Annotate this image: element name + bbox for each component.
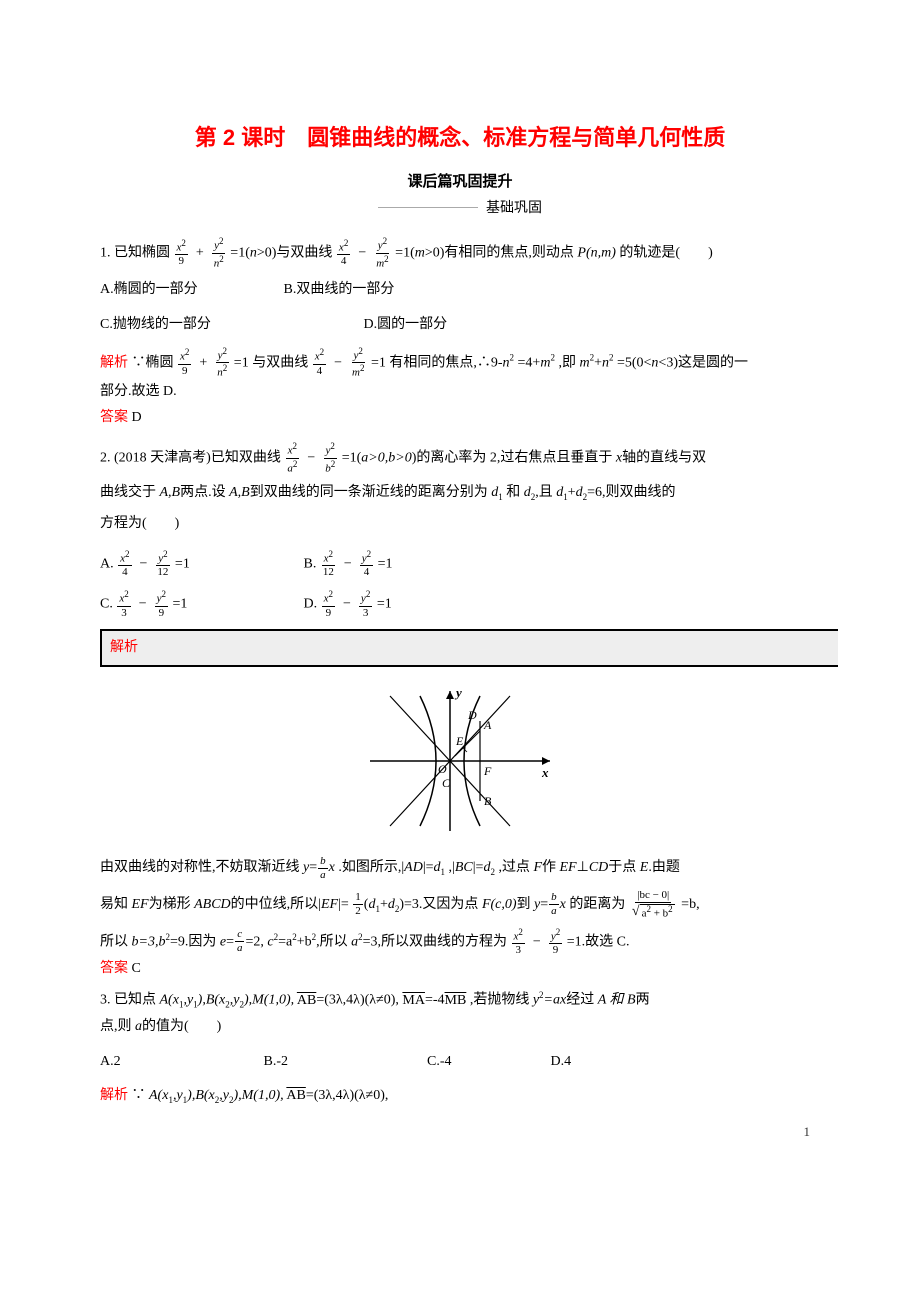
text: =5(0< xyxy=(617,355,651,370)
q2-opt-d: D. x29 − y23 =1 xyxy=(304,590,392,619)
answer-label: 答案 xyxy=(100,961,128,976)
text: ∵椭圆 xyxy=(132,355,174,370)
svg-text:y: y xyxy=(454,685,462,700)
question-3: 3. 已知点 A(x1,y1),B(x2,y2),M(1,0), AB=(3λ,… xyxy=(100,987,820,1110)
text: =1 有相同的焦点,∴9- xyxy=(371,355,503,370)
vector-mb: MB xyxy=(445,993,467,1008)
section-bar: 基础巩固 xyxy=(100,197,820,217)
q2-jiexi-p3: 所以 b=3,b2=9.因为 e=ca=2, c2=a2+b2,所以 a2=3,… xyxy=(100,928,820,957)
svg-text:C: C xyxy=(442,776,451,790)
frac: x24 xyxy=(337,239,350,268)
vector-ab: AB xyxy=(297,993,316,1008)
q2-jiexi-p2: 易知 EF为梯形 ABCD的中位线,所以|EF|= 12(d1+d2)=3.又因… xyxy=(100,890,820,920)
q1-prefix: 已知椭圆 xyxy=(114,245,170,260)
text: 已知点 xyxy=(114,993,160,1008)
text: >0)有相同的焦点,则动点 xyxy=(425,245,578,260)
question-2: 2. (2018 天津高考)已知双曲线 x2a2 − y2b2 =1(a>0,b… xyxy=(100,442,820,983)
q2-num: 2. xyxy=(100,450,111,465)
question-1: 1. 已知椭圆 x29 + y2n2 =1(n>0)与双曲线 x24 − y2m… xyxy=(100,237,820,432)
svg-text:A: A xyxy=(483,718,492,732)
q3-opt-d: D.4 xyxy=(551,1049,572,1076)
q3-num: 3. xyxy=(100,993,111,1008)
q3-opt-a: A.2 xyxy=(100,1049,260,1076)
text: a>0,b>0 xyxy=(361,450,411,465)
text: P(n,m) xyxy=(577,245,616,260)
q3-opts: A.2 B.-2 C.-4 D.4 xyxy=(100,1049,820,1076)
text: 轴的直线与双 xyxy=(622,450,706,465)
text: =1( xyxy=(230,245,250,260)
text: =1( xyxy=(342,450,362,465)
answer-value: D xyxy=(132,410,142,425)
answer-value: C xyxy=(132,961,141,976)
frac: y2n2 xyxy=(212,237,226,269)
q2-opts-cd: C. x23 − y29 =1 D. x29 − y23 =1 xyxy=(100,590,820,619)
q3-line2: 点,则 a的值为( ) xyxy=(100,1014,820,1041)
text: m xyxy=(415,245,425,260)
q1-opt-a: A.椭圆的一部分 xyxy=(100,277,280,304)
q1-jiexi: 解析 ∵椭圆 x29 + y2n2 =1 与双曲线 x24 − y2m2 =1 … xyxy=(100,347,820,379)
vector-ma: MA xyxy=(402,993,425,1008)
text: )的离心率为 2,过右焦点且垂直于 xyxy=(412,450,616,465)
svg-text:x: x xyxy=(541,765,549,780)
q2-opts-ab: A. x24 − y212 =1 B. x212 − y24 =1 xyxy=(100,550,820,579)
jiexi-label: 解析 xyxy=(100,355,128,370)
text: =4+ xyxy=(518,355,541,370)
frac: x29 xyxy=(175,239,188,268)
q1-answer: 答案 D xyxy=(100,405,820,432)
jiexi-label: 解析 xyxy=(110,640,138,655)
q2-jiexi-p1: 由双曲线的对称性,不妨取渐近线 y=bax .如图所示,|AD|=d1 ,|BC… xyxy=(100,855,820,882)
q1-jiexi-line2: 部分.故选 D. xyxy=(100,379,820,406)
text: =1 与双曲线 xyxy=(234,355,308,370)
q2-diagram: O x y A B C D E F xyxy=(100,681,820,841)
hyperbola-icon: O x y A B C D E F xyxy=(360,681,560,841)
q1-num: 1. xyxy=(100,245,111,260)
text: ,即 xyxy=(558,355,579,370)
q1-opt-d: D.圆的一部分 xyxy=(364,312,448,339)
q3-opt-b: B.-2 xyxy=(264,1049,424,1076)
section-label: 基础巩固 xyxy=(486,197,542,217)
q2-line3: 方程为( ) xyxy=(100,511,820,538)
svg-text:D: D xyxy=(467,708,477,722)
text: >0)与双曲线 xyxy=(257,245,333,260)
svg-text:E: E xyxy=(455,734,464,748)
jiexi-box: 解析 xyxy=(100,629,840,668)
q2-opt-a: A. x24 − y212 =1 xyxy=(100,550,300,579)
svg-text:O: O xyxy=(438,762,447,776)
q3-opt-c: C.-4 xyxy=(427,1049,547,1076)
section-rule xyxy=(378,207,478,208)
text: 的轨迹是( ) xyxy=(619,245,712,260)
q2-answer: 答案 C xyxy=(100,956,820,983)
svg-text:F: F xyxy=(483,764,492,778)
subtitle: 课后篇巩固提升 xyxy=(100,170,820,191)
text: =1( xyxy=(395,245,415,260)
vector-ab: AB xyxy=(286,1088,305,1103)
svg-text:B: B xyxy=(484,794,492,808)
jiexi-label: 解析 xyxy=(100,1088,128,1103)
body: 1. 已知椭圆 x29 + y2n2 =1(n>0)与双曲线 x24 − y2m… xyxy=(100,237,820,1110)
text: (2018 天津高考)已知双曲线 xyxy=(114,450,281,465)
q1-choices-cd: C.抛物线的一部分 D.圆的一部分 xyxy=(100,312,820,339)
answer-label: 答案 xyxy=(100,410,128,425)
page-number: 1 xyxy=(804,1124,811,1140)
q1-opt-b: B.双曲线的一部分 xyxy=(284,277,395,304)
page: 第 2 课时 圆锥曲线的概念、标准方程与简单几何性质 课后篇巩固提升 基础巩固 … xyxy=(0,0,920,1170)
text: n xyxy=(250,245,257,260)
q2-opt-c: C. x23 − y29 =1 xyxy=(100,590,300,619)
lesson-title: 第 2 课时 圆锥曲线的概念、标准方程与简单几何性质 xyxy=(100,120,820,152)
q1-opt-c: C.抛物线的一部分 xyxy=(100,312,360,339)
q2-line2: 曲线交于 A,B两点.设 A,B到双曲线的同一条渐近线的距离分别为 d1 和 d… xyxy=(100,480,820,507)
text: <3)这是圆的一 xyxy=(658,355,748,370)
q1-choices-ab: A.椭圆的一部分 B.双曲线的一部分 xyxy=(100,277,820,304)
q2-opt-b: B. x212 − y24 =1 xyxy=(304,550,393,579)
q3-jiexi: 解析 ∵ A(x1,y1),B(x2,y2),M(1,0), AB=(3λ,4λ… xyxy=(100,1083,820,1110)
frac: y2m2 xyxy=(374,237,390,269)
